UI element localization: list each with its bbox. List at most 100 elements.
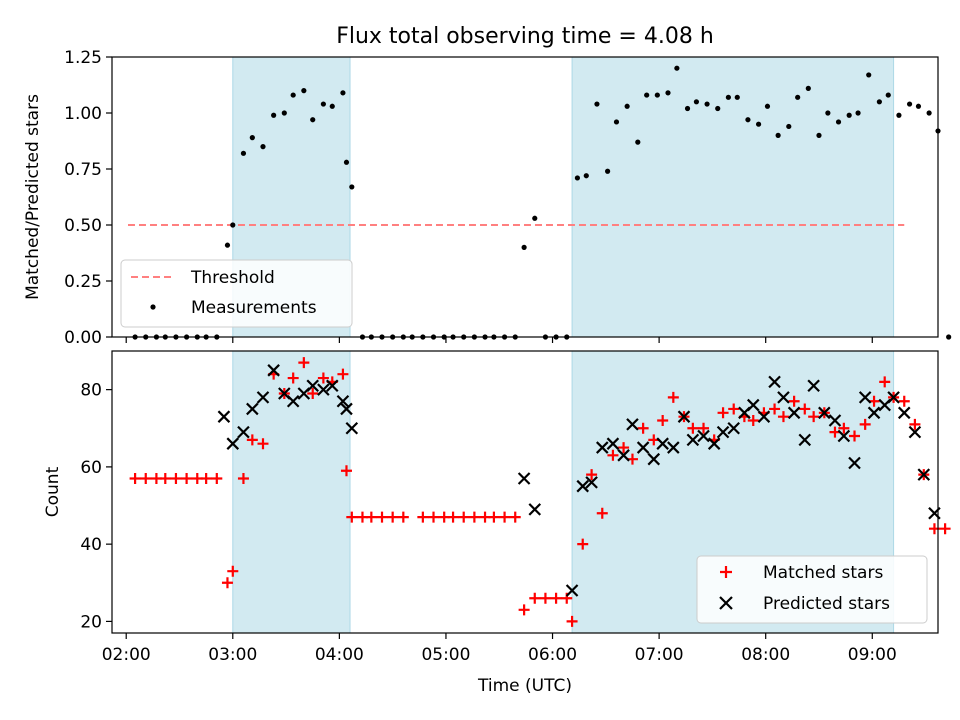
y-tick-label: 20 bbox=[80, 612, 102, 632]
measurement-point bbox=[605, 168, 611, 174]
predicted-star-point bbox=[267, 364, 280, 377]
measurement-point bbox=[866, 72, 872, 78]
matched-star-point bbox=[365, 511, 377, 523]
top-y-axis-label: Matched/Predicted stars bbox=[23, 94, 43, 300]
measurement-point bbox=[734, 94, 740, 100]
measurement-point bbox=[906, 101, 913, 107]
predicted-star-point bbox=[787, 406, 801, 420]
measurement-point bbox=[725, 94, 731, 100]
bottom-y-axis: 20 40 60 80 bbox=[80, 381, 112, 632]
measurement-point bbox=[835, 119, 842, 125]
measurement-point bbox=[249, 135, 255, 141]
measurement-point bbox=[775, 132, 781, 138]
measurement-point bbox=[805, 85, 811, 91]
predicted-star-point bbox=[807, 379, 820, 393]
matched-star-point bbox=[566, 615, 578, 627]
matched-star-point bbox=[657, 415, 669, 427]
predicted-star-point bbox=[528, 503, 542, 516]
top-legend: Threshold Measurements bbox=[120, 259, 353, 328]
predicted-star-point bbox=[517, 472, 531, 485]
measurement-point bbox=[224, 242, 231, 248]
measurement-point bbox=[876, 99, 882, 105]
predicted-star-point bbox=[217, 410, 231, 423]
predicted-star-point bbox=[345, 421, 359, 435]
measurement-point bbox=[521, 244, 527, 250]
predicted-star-point bbox=[636, 441, 650, 454]
predicted-star-point bbox=[858, 391, 872, 404]
matched-star-point bbox=[257, 438, 269, 450]
predicted-star-point bbox=[848, 456, 861, 470]
predicted-star-point bbox=[317, 383, 330, 396]
predicted-star-point bbox=[777, 391, 790, 404]
predicted-star-point bbox=[286, 394, 300, 408]
predicted-star-point bbox=[246, 402, 259, 416]
measurement-point bbox=[613, 119, 620, 125]
x-tick-label: 06:00 bbox=[528, 645, 577, 665]
measurement-point bbox=[343, 159, 350, 165]
x-tick-label: 08:00 bbox=[741, 645, 790, 665]
measurement-point bbox=[240, 150, 247, 156]
measurement-legend-swatch bbox=[150, 304, 156, 310]
matched-star-point bbox=[667, 391, 679, 403]
measurement-point bbox=[624, 103, 630, 109]
y-tick-label: 0.25 bbox=[64, 272, 102, 292]
matched-star-point bbox=[140, 472, 152, 484]
matched-star-point bbox=[170, 472, 182, 484]
predicted-star-point bbox=[336, 394, 350, 408]
matched-star-point bbox=[129, 472, 141, 484]
predicted-star-point bbox=[256, 391, 270, 404]
matched-star-point bbox=[909, 418, 921, 430]
predicted-star-point bbox=[626, 418, 639, 431]
top-panel: Flux total observing time = 4.08 h 0.000… bbox=[23, 24, 952, 348]
matched-star-point bbox=[211, 472, 223, 484]
measurement-point bbox=[290, 92, 296, 98]
y-tick-label: 1.00 bbox=[64, 104, 102, 124]
measurement-point bbox=[349, 184, 355, 190]
matched-star-point bbox=[618, 442, 630, 454]
measurement-point bbox=[583, 173, 589, 179]
y-tick-label: 80 bbox=[80, 381, 102, 401]
predicted-star-point bbox=[677, 410, 691, 423]
measurement-point bbox=[654, 92, 660, 98]
matched-star-point bbox=[777, 411, 789, 423]
measurement-point bbox=[745, 117, 751, 123]
measurement-point bbox=[715, 105, 721, 112]
matched-star-point bbox=[337, 368, 349, 380]
top-shaded-regions bbox=[232, 56, 895, 338]
measurement-point bbox=[755, 121, 762, 127]
matched-star-point bbox=[849, 430, 861, 442]
matched-star-point bbox=[287, 372, 299, 384]
predicted-star-point bbox=[746, 398, 760, 412]
predicted-star-point bbox=[656, 437, 669, 450]
matched-star-point bbox=[838, 422, 850, 434]
predicted-star-point bbox=[798, 433, 812, 447]
measurement-point bbox=[329, 103, 335, 109]
predicted-star-point bbox=[887, 391, 900, 404]
matched-star-point bbox=[698, 422, 710, 434]
matched-star-point bbox=[307, 387, 319, 399]
bottom-legend: Matched stars Predicted stars bbox=[696, 555, 928, 624]
top-axes-frame bbox=[111, 56, 939, 338]
x-tick-label: 04:00 bbox=[315, 645, 364, 665]
predicted-star-point bbox=[716, 425, 730, 439]
observing-interval bbox=[232, 350, 351, 634]
x-axis: 02:00 03:00 04:00 05:00 06:00 07:00 08:00 09:00 bbox=[102, 633, 897, 665]
measurement-point bbox=[704, 101, 710, 107]
legend-measurements-label: Measurements bbox=[191, 298, 317, 318]
matched-star-point bbox=[488, 511, 500, 523]
predicted-star-point bbox=[917, 468, 931, 481]
y-tick-label: 0.00 bbox=[64, 328, 102, 348]
matched-star-point bbox=[529, 592, 541, 604]
predicted-star-point bbox=[707, 437, 721, 450]
y-tick-label: 0.75 bbox=[64, 160, 102, 180]
measurement-point bbox=[260, 144, 266, 150]
y-tick-label: 1.25 bbox=[64, 48, 102, 68]
matched-star-point bbox=[687, 422, 699, 434]
x-tick-label: 02:00 bbox=[102, 645, 151, 665]
measurement-point bbox=[896, 112, 902, 118]
predicted-star-point bbox=[768, 375, 781, 389]
measurement-point bbox=[340, 90, 346, 96]
predicted-star-point bbox=[585, 476, 598, 489]
